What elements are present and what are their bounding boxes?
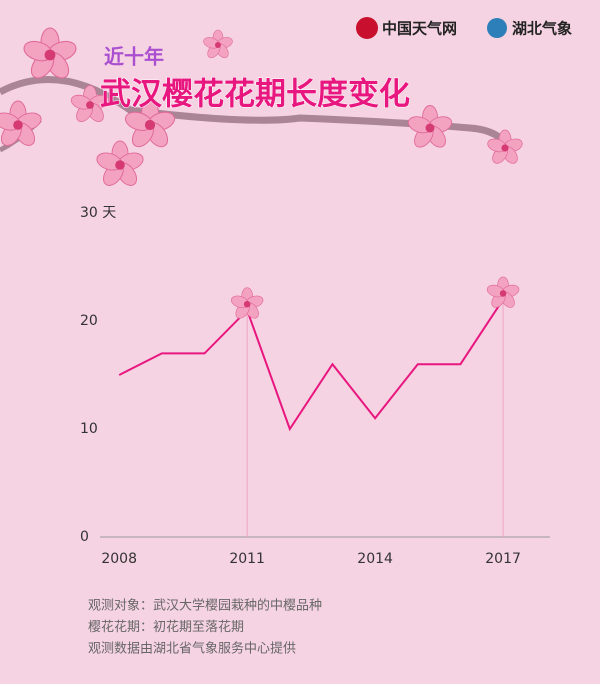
chart-title: 武汉樱花花期长度变化 xyxy=(100,77,410,113)
brand-name: 中国天气网 xyxy=(382,20,457,38)
decoration xyxy=(0,27,525,190)
note: 樱花花期：初花期至落花期 xyxy=(88,619,244,635)
y-tick-label: 30 天 xyxy=(80,205,116,221)
y-tick-label: 20 xyxy=(80,313,98,329)
brand-name: 湖北气象 xyxy=(512,20,572,38)
x-tick-label: 2017 xyxy=(485,551,521,567)
note: 观测对象：武汉大学樱园栽种的中樱品种 xyxy=(88,598,322,614)
y-tick-label: 10 xyxy=(80,421,98,437)
x-tick-label: 2014 xyxy=(357,551,393,567)
brand: 中国天气网 湖北气象 xyxy=(356,17,572,39)
y-tick-label: 0 xyxy=(80,529,89,545)
x-tick-label: 2011 xyxy=(229,551,265,567)
chart-subtitle: 近十年 xyxy=(104,45,164,69)
note: 观测数据由湖北省气象服务中心提供 xyxy=(88,641,296,657)
x-tick-label: 2008 xyxy=(101,551,137,567)
line xyxy=(118,298,504,432)
